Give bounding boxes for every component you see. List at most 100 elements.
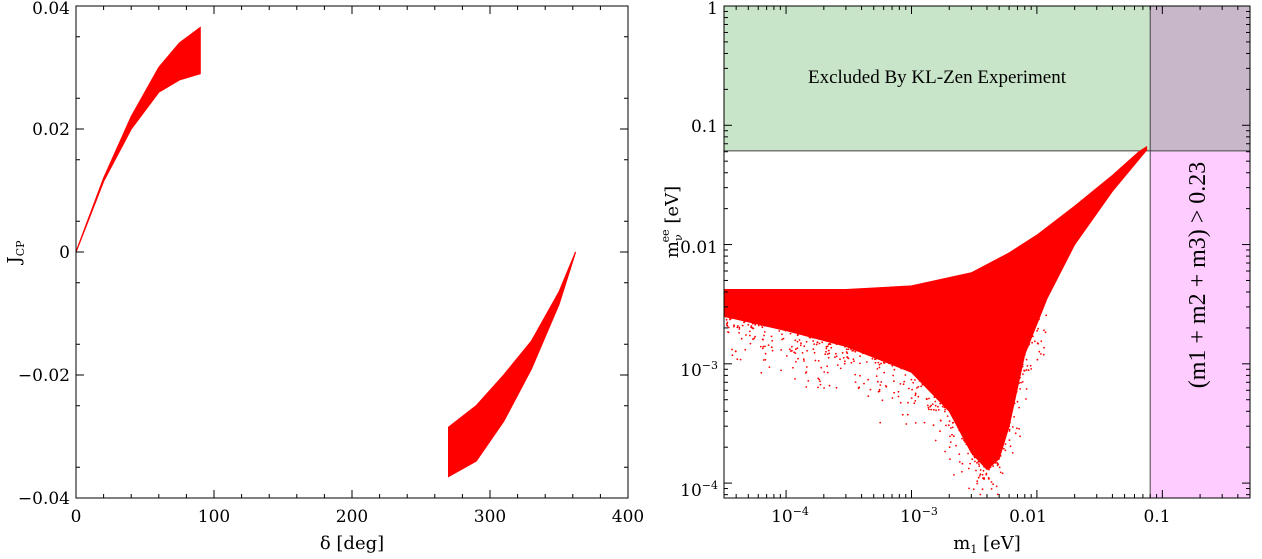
mee-outlier-point [771,339,774,342]
mee-outlier-point [736,326,739,329]
mee-outlier-point [949,441,952,443]
mee-x-axis-label-unit: [eV] [977,533,1020,554]
mee-outlier-point [731,354,734,357]
mee-outlier-point [1009,421,1011,424]
mee-outlier-point [778,330,781,332]
mee-outlier-point [1008,430,1011,432]
mee-outlier-point [888,362,890,365]
mee-ytick-label-1: 1 [707,0,718,19]
mee-outlier-point [937,405,939,408]
mee-outlier-point [904,374,907,376]
jcp-ytick-label-004: 0.04 [32,0,70,19]
mee-outlier-point [863,382,865,385]
mee-outlier-point [1027,369,1030,372]
mee-outlier-point [1042,353,1045,356]
mee-outlier-point [1037,327,1039,330]
mee-outlier-point [928,397,930,400]
mee-outlier-point [972,488,975,491]
mee-outlier-point [762,359,765,361]
mee-outlier-point [839,367,842,370]
mee-outlier-point [728,316,731,319]
mee-outlier-point [754,335,756,338]
mee-outlier-point [1032,335,1034,338]
mee-outlier-point [875,375,878,377]
mee-outlier-point [1023,354,1026,356]
mee-outlier-point [1018,406,1020,409]
mee-outlier-point [969,462,971,465]
mee-outlier-point [823,387,825,389]
mee-outlier-point [867,378,869,381]
mee-outlier-point [751,326,753,329]
mee-outlier-point [951,426,954,429]
mee-outlier-point [727,331,729,333]
mee-outlier-point [760,324,763,327]
mee-outlier-point [726,322,728,325]
mee-outlier-point [963,439,966,442]
mee-outlier-point [923,421,926,424]
mee-outlier-point [752,322,755,325]
mee-outlier-point [951,433,953,436]
mee-outlier-point [996,493,999,496]
mee-outlier-point [818,378,821,381]
mee-outlier-point [883,371,886,374]
mee-outlier-point [910,378,913,381]
mee-outlier-point [1022,373,1024,375]
mee-outlier-point [818,342,821,345]
mee-outlier-point [794,378,796,380]
jcp-y-axis-label-main: J [4,256,25,265]
mee-outlier-point [785,355,788,357]
mee-outlier-point [763,334,765,337]
jcp-ytick-label-002: 0.02 [32,120,70,140]
mee-outlier-point [797,357,799,360]
mee-outlier-point [748,330,751,333]
mee-outlier-point [893,380,895,383]
mee-outlier-point [780,369,782,372]
mee-outlier-point [801,352,804,354]
mee-outlier-point [1018,427,1020,430]
mee-outlier-point [768,366,771,368]
mee-outlier-point [725,324,728,326]
mee-outlier-point [771,349,774,352]
mee-outlier-point [907,401,909,404]
mee-x-axis-label: m1 [eV] [953,533,1021,556]
mee-outlier-point [964,441,966,443]
mee-outlier-point [1019,388,1021,390]
mee-outlier-point [1004,443,1007,445]
mee-outlier-point [796,347,799,350]
mee-outlier-point [968,487,970,490]
mee-outlier-point [918,380,921,382]
mee-outlier-point [754,323,757,326]
mee-outlier-point [791,345,793,348]
mee-outlier-point [891,397,894,399]
overlap-region [1150,6,1250,151]
mee-outlier-point [926,404,929,407]
mee-outlier-point [1036,358,1039,361]
mee-outlier-point [914,379,916,381]
mee-outlier-point [901,413,904,416]
mee-outlier-point [935,409,937,412]
mee-outlier-point [944,408,947,411]
mee-xtick-label-1e-3-exp: −3 [922,505,938,518]
mee-y-axis-label-unit: [eV] [662,186,683,229]
mee-outlier-point [979,473,982,475]
mee-outlier-point [823,371,826,373]
mee-outlier-point [893,391,895,394]
mee-outlier-point [999,455,1002,457]
mee-outlier-point [1043,346,1045,349]
mee-outlier-point [871,357,874,360]
mee-outlier-point [789,332,792,335]
mee-outlier-point [917,395,920,398]
mee-outlier-point [846,352,849,355]
mee-outlier-point [953,474,955,476]
mee-outlier-point [835,352,837,355]
mee-outlier-point [1028,343,1031,346]
mee-outlier-point [762,338,764,341]
mee-outlier-point [1029,364,1032,367]
mee-outlier-point [943,410,946,413]
mee-outlier-point [846,356,849,359]
sum-bound-region-label: (m1 + m2 + m3) > 0.23 [1185,162,1211,389]
mee-outlier-point [908,387,910,390]
jcp-ytick-label-m002: −0.02 [18,366,70,386]
mee-ytick-label-1e-3: 10−3 [680,359,718,381]
mee-outlier-point [770,335,773,338]
